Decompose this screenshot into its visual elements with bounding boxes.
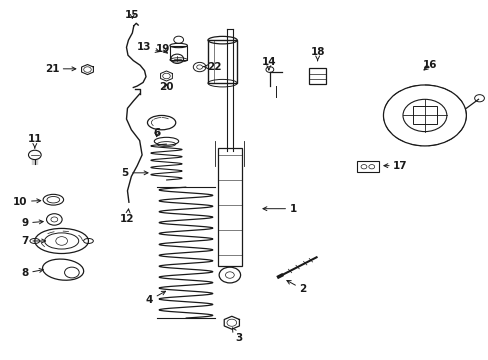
Text: 6: 6 <box>153 129 160 138</box>
Text: 1: 1 <box>263 204 296 214</box>
Text: 22: 22 <box>203 62 221 72</box>
Text: 13: 13 <box>137 42 159 53</box>
Bar <box>218 148 241 266</box>
Text: 19: 19 <box>155 44 169 54</box>
Text: 8: 8 <box>21 268 43 278</box>
Bar <box>207 40 237 83</box>
Text: 11: 11 <box>27 134 42 148</box>
Text: 15: 15 <box>125 10 139 20</box>
Text: 10: 10 <box>13 197 41 207</box>
Text: 20: 20 <box>159 82 173 92</box>
Text: 3: 3 <box>232 328 242 343</box>
Text: 4: 4 <box>145 291 165 305</box>
Bar <box>356 161 378 172</box>
Text: 21: 21 <box>44 64 76 74</box>
Text: 14: 14 <box>261 57 276 70</box>
Text: 2: 2 <box>286 280 306 294</box>
Bar <box>308 68 326 84</box>
Text: 17: 17 <box>383 161 407 171</box>
Text: 5: 5 <box>121 168 148 178</box>
Text: 18: 18 <box>310 46 324 61</box>
Text: 12: 12 <box>120 209 135 224</box>
Text: 16: 16 <box>422 60 436 70</box>
Text: 9: 9 <box>21 218 43 228</box>
Text: 7: 7 <box>21 236 45 246</box>
Bar <box>412 107 436 125</box>
Bar <box>169 45 187 60</box>
